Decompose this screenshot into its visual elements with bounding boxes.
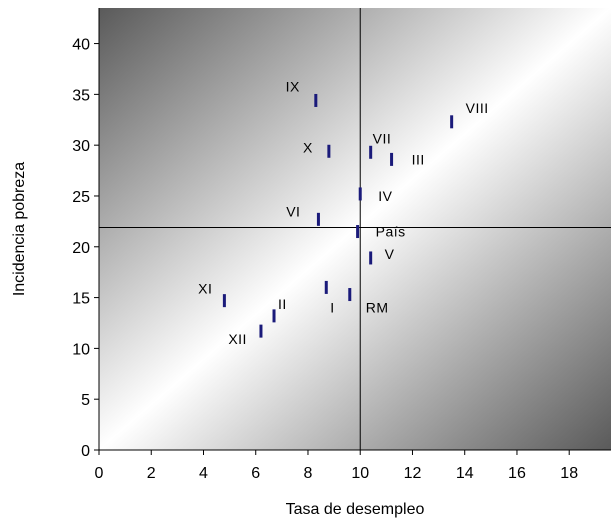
- data-point: [369, 145, 373, 159]
- y-tick-label: 15: [72, 291, 90, 308]
- y-tick-label: 35: [72, 87, 90, 104]
- data-label: VII: [373, 130, 392, 146]
- data-label: País: [376, 224, 406, 240]
- plot-area: [99, 8, 611, 450]
- data-point: [314, 93, 318, 107]
- data-point: [222, 294, 226, 308]
- data-point: [259, 324, 263, 338]
- x-tick-label: 0: [95, 465, 104, 482]
- data-point: [356, 225, 360, 239]
- data-label: III: [412, 151, 425, 167]
- data-point: [390, 152, 394, 166]
- data-point: [327, 144, 331, 158]
- data-label: IX: [286, 78, 300, 94]
- data-label: XII: [228, 331, 247, 347]
- plot-background: [99, 8, 611, 450]
- data-point: [369, 251, 373, 265]
- data-label: IV: [378, 188, 392, 204]
- data-label: I: [330, 299, 334, 315]
- data-label: VI: [286, 203, 300, 219]
- data-point: [272, 309, 276, 323]
- y-tick-label: 5: [81, 392, 90, 409]
- reference-lines: [99, 8, 611, 450]
- data-label: RM: [366, 300, 389, 316]
- x-tick-label: 16: [508, 465, 526, 482]
- x-tick-label: 18: [560, 465, 578, 482]
- x-tick-label: 2: [147, 465, 156, 482]
- y-tick-label: 10: [72, 341, 90, 358]
- data-label: V: [385, 246, 395, 262]
- data-point: [348, 288, 352, 302]
- y-axis-ticks: 0 5 10 15 20 25 30 35 40: [72, 37, 99, 460]
- y-axis-title: Incidencia pobreza: [11, 162, 28, 296]
- y-tick-label: 0: [81, 443, 90, 460]
- y-tick-label: 30: [72, 138, 90, 155]
- y-tick-label: 20: [72, 240, 90, 257]
- data-point: [358, 187, 362, 201]
- data-point: [324, 280, 328, 294]
- data-label: II: [278, 296, 287, 312]
- x-axis-ticks: 0 2 4 6 8 10 12 14 16 18: [95, 450, 578, 482]
- x-tick-label: 14: [456, 465, 474, 482]
- x-tick-label: 10: [351, 465, 369, 482]
- data-point: [450, 115, 454, 129]
- x-tick-label: 12: [404, 465, 422, 482]
- y-tick-label: 25: [72, 189, 90, 206]
- data-label: VIII: [466, 100, 489, 116]
- data-label: X: [303, 139, 313, 155]
- x-tick-label: 6: [251, 465, 260, 482]
- y-tick-label: 40: [72, 37, 90, 54]
- x-axis-title: Tasa de desempleo: [286, 501, 425, 518]
- x-tick-label: 8: [304, 465, 313, 482]
- x-tick-label: 4: [199, 465, 208, 482]
- data-label: XI: [198, 281, 212, 297]
- data-point: [316, 212, 320, 226]
- axes: [98, 8, 611, 451]
